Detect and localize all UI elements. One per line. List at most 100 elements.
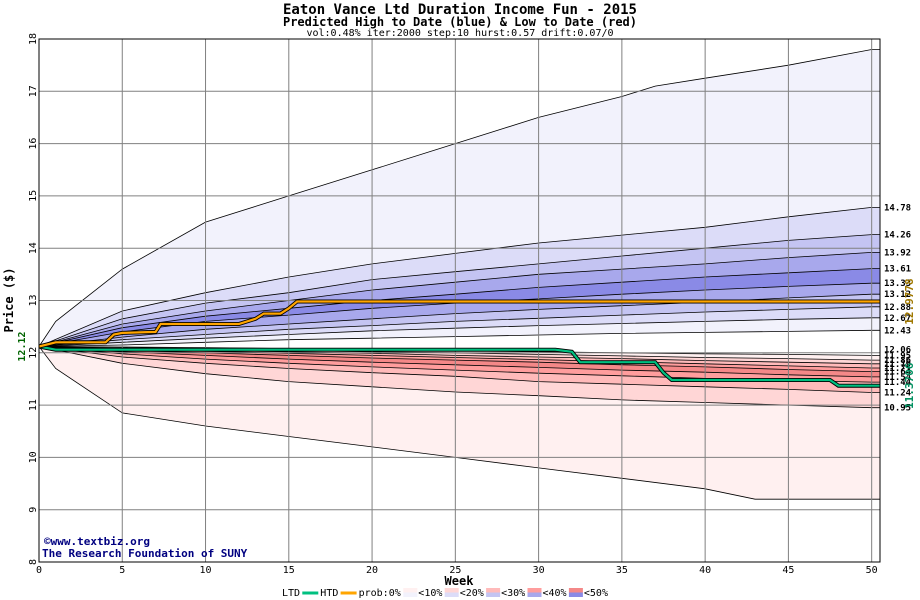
x-tick-label: 30 (533, 565, 545, 576)
right-value-label: 11.24 (884, 389, 912, 399)
right-value-label: 10.95 (884, 404, 911, 414)
right-value-label: 11.71 (884, 364, 911, 374)
right-value-label: 13.92 (884, 248, 911, 258)
legend-swatch-red (568, 588, 583, 593)
legend-band-label: <30% (501, 588, 525, 599)
right-value-label: 14.26 (884, 231, 911, 241)
high-band-line (38, 317, 880, 347)
right-value-label: 11.64 (884, 368, 912, 378)
legend-swatch-red (527, 588, 542, 593)
right-value-label: 13.61 (884, 265, 911, 275)
right-value-label: 12.06 (884, 346, 911, 356)
high-band-fill (39, 268, 880, 347)
legend-swatch-red (444, 588, 459, 593)
right-value-label: 14.78 (884, 203, 911, 213)
x-tick-label: 50 (866, 565, 878, 576)
htd-end-label: 12.9778 (903, 278, 916, 324)
high-band-fill (39, 283, 880, 347)
x-tick-label: 10 (200, 565, 212, 576)
y-tick-label: 16 (28, 138, 39, 150)
labels: 0 5 10 15 20 25 30 35 40 45 50 8 9 10 11 12 13 14 15 16 17 18… (17, 33, 916, 576)
y-tick-label: 15 (28, 190, 39, 202)
low-band-line (38, 346, 880, 378)
high-band-fill (39, 252, 880, 347)
legend-swatch-blue (486, 592, 501, 597)
x-tick-label: 20 (366, 565, 378, 576)
plot-frame (38, 38, 881, 563)
high-band-line (38, 306, 880, 347)
right-value-label: 12.43 (884, 326, 911, 336)
watermark-line2: The Research Foundation of SUNY (42, 547, 248, 560)
right-value-label: 12.67 (884, 314, 911, 324)
y-tick-label: 14 (28, 242, 39, 254)
x-axis-label: Week (445, 574, 475, 588)
high-band-line (38, 329, 880, 347)
legend-swatch-blue (403, 592, 418, 597)
high-band-line (38, 234, 880, 347)
low-band-line (38, 346, 880, 500)
legend-swatch-blue (444, 592, 459, 597)
high-band-fill (39, 294, 880, 347)
low-band-fill (39, 346, 880, 393)
right-value-label: 11.44 (884, 378, 912, 388)
right-value-label: 13.33 (884, 279, 911, 289)
start-price-label: 12.12 (17, 331, 28, 361)
low-band-fill (39, 346, 880, 500)
legend-band-label: <10% (418, 588, 442, 599)
y-tick-label: 13 (28, 294, 39, 306)
y-tick-label: 10 (28, 451, 39, 463)
legend-ltd-label: LTD (282, 588, 300, 599)
high-band-fill (39, 306, 880, 347)
x-tick-label: 45 (782, 565, 794, 576)
high-band-fill (39, 234, 880, 347)
y-tick-label: 12 (28, 347, 39, 359)
high-band-line (38, 252, 880, 347)
x-tick-label: 0 (36, 565, 42, 576)
legend-band-label: <50% (584, 588, 608, 599)
y-tick-label: 17 (28, 85, 39, 97)
right-value-label: 11.79 (884, 360, 911, 370)
high-band-fill (39, 207, 880, 347)
legend-swatch-red (403, 588, 418, 593)
y-tick-label: 11 (28, 399, 39, 411)
y-tick-label: 9 (28, 507, 39, 513)
high-band-line (38, 268, 880, 347)
y-tick-label: 8 (28, 559, 39, 565)
x-tick-label: 5 (119, 565, 125, 576)
y-tick-label: 18 (28, 33, 39, 45)
high-band-fill (39, 49, 880, 347)
htd-line (38, 300, 880, 348)
right-value-label: 11.86 (884, 356, 911, 366)
legend-swatch-red (486, 588, 501, 593)
x-tick-label: 15 (283, 565, 295, 576)
high-band-line (38, 293, 880, 347)
chart-subtitle: Predicted High to Date (blue) & Low to D… (282, 15, 637, 29)
legend-swatch-blue (568, 592, 583, 597)
right-value-label: 12.88 (884, 303, 911, 313)
x-tick-label: 25 (449, 565, 461, 576)
low-band-fill (39, 346, 880, 377)
axes (38, 38, 881, 563)
high-band-fill (39, 317, 880, 347)
legend-htd-label: HTD (320, 588, 338, 599)
watermark-line1: ©www.textbiz.org (44, 535, 150, 548)
series-lines (38, 299, 880, 388)
right-value-label: 11.54 (884, 373, 912, 383)
legend-prob-label: prob:0% (359, 588, 401, 599)
legend: LTD HTD prob:0% <10% <20% <30% <40% <50% (282, 588, 608, 599)
right-value-label: 11.95 (884, 351, 911, 361)
legend-band-label: <20% (460, 588, 484, 599)
chart-title: Eaton Vance Ltd Duration Income Fun - 20… (282, 2, 637, 18)
low-band-line (38, 346, 880, 393)
right-value-label: 13.12 (884, 290, 911, 300)
low-band-fill (39, 346, 880, 408)
low-band-fill (39, 346, 880, 383)
x-tick-label: 35 (616, 565, 628, 576)
chart-params: vol:0.48% iter:2000 step:10 hurst:0.57 d… (306, 28, 614, 39)
legend-swatch-blue (527, 592, 542, 597)
ltd-line (38, 345, 880, 387)
x-tick-label: 40 (699, 565, 711, 576)
ltd-end-label: 11.3706 (903, 362, 916, 409)
y-axis-label: Price ($) (2, 267, 16, 332)
